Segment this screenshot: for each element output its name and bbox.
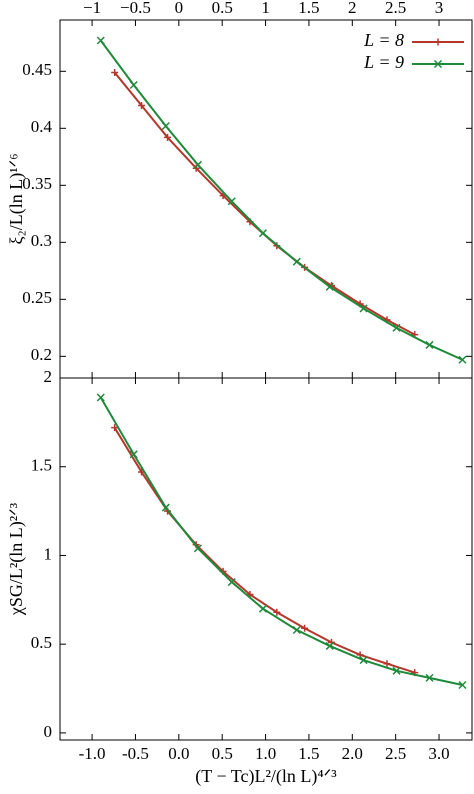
x-axis-label: (T − Tc)L²/(ln L)⁴ᐟ³ [195,766,337,787]
marker [458,355,467,364]
x-tick-label: 3.0 [428,744,449,763]
marker [193,544,202,553]
series-line [113,427,416,674]
y-tick-label: 0.45 [22,60,52,79]
marker [138,102,146,110]
marker [325,641,334,650]
x-tick-label: 1.5 [298,0,319,17]
x-tick-label: 0.5 [212,744,233,763]
x-tick-label: 2.5 [385,744,406,763]
marker [433,59,443,69]
marker [325,282,334,291]
series-line [99,397,463,686]
marker [392,323,401,332]
marker [227,578,236,587]
x-tick-label: 1 [261,0,270,17]
x-tick-label: 1.5 [298,744,319,763]
y-tick-label: 2 [44,367,53,386]
marker [258,229,267,238]
marker [392,666,401,675]
marker [258,604,267,613]
y-tick-label: 0.25 [22,288,52,307]
marker [292,625,301,635]
y-tick-label: 1 [44,544,53,563]
x-tick-label: -0.5 [122,744,149,763]
marker [96,393,105,402]
marker [383,660,391,668]
x-tick-label: −1 [83,0,101,17]
marker [227,197,236,206]
y-tick-label: 0.35 [22,174,52,193]
y-tick-label: 0 [44,722,53,741]
marker [161,503,170,512]
marker [273,608,281,616]
x-tick-label: −0.5 [120,0,151,17]
x-tick-label: 3 [435,0,444,17]
series-line [113,71,416,336]
x-tick-label: 2 [348,0,357,17]
marker [292,257,301,266]
y-tick-label: 0.2 [31,345,52,364]
marker [111,424,119,432]
y-tick-label: 0.5 [31,633,52,652]
marker [359,304,368,313]
marker [301,624,309,632]
marker [425,673,434,682]
marker [111,68,119,76]
x-tick-label: 2.0 [342,744,363,763]
x-tick-label: 0.5 [212,0,233,17]
marker [164,133,172,141]
marker [193,160,202,169]
marker [161,122,170,131]
y-tick-label: 0.4 [31,117,53,136]
marker [434,38,442,46]
x-tick-label: 1.0 [255,744,276,763]
x-tick-label: -1.0 [79,744,106,763]
marker [458,680,467,690]
x-tick-label: 0 [175,0,184,17]
marker [425,340,434,349]
y-tick-label: 1.5 [31,456,52,475]
y-axis-label: ξ₂/L(ln L)¹ᐟ⁶ [6,153,27,244]
marker [96,36,105,45]
marker [129,80,138,90]
y-axis-label: χSG/L²(ln L)²ᐟ³ [6,502,27,616]
x-tick-label: 2.5 [385,0,406,17]
x-tick-label: 0.0 [168,744,189,763]
plot-frame [59,19,473,379]
legend-label: L = 9 [363,52,404,72]
series-line [99,39,463,361]
y-tick-label: 0.3 [31,231,52,250]
marker [359,656,368,665]
marker [129,450,138,459]
legend-label: L = 8 [363,30,404,50]
